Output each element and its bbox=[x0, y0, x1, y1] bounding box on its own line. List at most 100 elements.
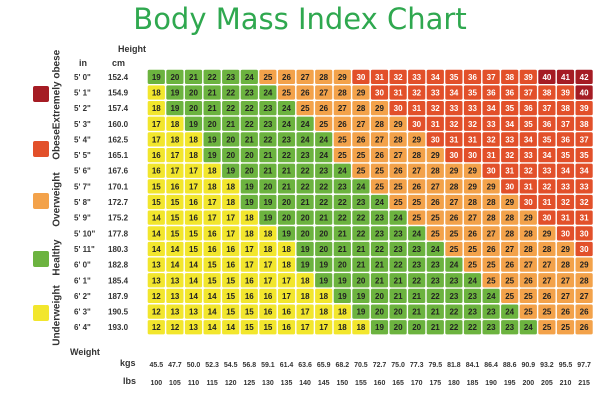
bmi-cell bbox=[519, 304, 537, 319]
bmi-cell bbox=[575, 147, 593, 163]
bmi-value-label: 16 bbox=[152, 167, 161, 176]
bmi-value-label: 15 bbox=[152, 198, 161, 207]
bmi-cell bbox=[184, 257, 203, 272]
legend-swatch bbox=[33, 305, 49, 321]
bmi-cell bbox=[482, 226, 500, 241]
weight-lb-tick: 150 bbox=[336, 380, 348, 387]
bmi-cell bbox=[352, 288, 370, 304]
height-cm-tick: 160.0 bbox=[108, 120, 129, 129]
bmi-cell bbox=[501, 163, 519, 178]
bmi-value-label: 29 bbox=[412, 135, 421, 144]
bmi-cell bbox=[222, 147, 240, 163]
bmi-cell bbox=[370, 288, 389, 304]
bmi-value-label: 18 bbox=[301, 276, 310, 285]
bmi-value-label: 27 bbox=[431, 182, 440, 191]
bmi-cell bbox=[333, 288, 351, 304]
bmi-cell bbox=[222, 69, 240, 84]
bmi-cell bbox=[315, 273, 333, 288]
bmi-value-label: 23 bbox=[394, 245, 403, 254]
height-cm-tick: 167.6 bbox=[108, 167, 129, 176]
bmi-cell bbox=[482, 320, 500, 335]
bmi-value-label: 20 bbox=[375, 292, 384, 301]
bmi-cell bbox=[519, 320, 537, 335]
bmi-cell bbox=[166, 163, 184, 178]
bmi-cell bbox=[184, 210, 203, 225]
bmi-cell bbox=[426, 226, 444, 241]
bmi-cell bbox=[259, 101, 277, 116]
bmi-value-label: 33 bbox=[505, 135, 514, 144]
bmi-value-label: 20 bbox=[394, 323, 403, 332]
bmi-cell bbox=[463, 257, 482, 272]
bmi-value-label: 27 bbox=[338, 104, 347, 113]
bmi-value-label: 31 bbox=[412, 104, 421, 113]
bmi-cell bbox=[575, 194, 593, 210]
bmi-value-label: 31 bbox=[580, 214, 589, 223]
bmi-cell bbox=[575, 179, 593, 194]
bmi-cell bbox=[463, 304, 482, 319]
bmi-value-label: 32 bbox=[412, 88, 421, 97]
bmi-cell bbox=[240, 69, 258, 84]
bmi-cell bbox=[147, 116, 165, 131]
bmi-cell bbox=[575, 85, 593, 100]
bmi-cell bbox=[463, 116, 482, 131]
bmi-value-label: 19 bbox=[245, 198, 254, 207]
bmi-value-label: 28 bbox=[394, 135, 403, 144]
bmi-value-label: 31 bbox=[524, 182, 533, 191]
bmi-cell bbox=[296, 257, 314, 272]
bmi-value-label: 13 bbox=[170, 292, 179, 301]
bmi-value-label: 20 bbox=[301, 214, 310, 223]
height-axis-label: Height bbox=[118, 44, 146, 54]
bmi-value-label: 25 bbox=[356, 167, 365, 176]
bmi-cell bbox=[259, 116, 277, 131]
bmi-cell bbox=[445, 179, 463, 194]
bmi-value-label: 16 bbox=[170, 182, 179, 191]
bmi-cell bbox=[482, 241, 500, 257]
bmi-cell bbox=[203, 273, 221, 288]
bmi-cell bbox=[184, 116, 203, 131]
bmi-cell bbox=[556, 273, 575, 288]
bmi-cell bbox=[370, 132, 389, 147]
bmi-cell bbox=[222, 132, 240, 147]
bmi-cell bbox=[166, 210, 184, 225]
bmi-value-label: 24 bbox=[301, 120, 310, 129]
height-cm-tick: 182.8 bbox=[108, 261, 129, 270]
bmi-cell bbox=[147, 241, 165, 257]
bmi-value-label: 27 bbox=[561, 292, 570, 301]
weight-unit-lb-label: lbs bbox=[123, 376, 137, 386]
bmi-cell bbox=[463, 147, 482, 163]
bmi-cell bbox=[445, 226, 463, 241]
bmi-value-label: 42 bbox=[580, 73, 589, 82]
bmi-cell bbox=[463, 163, 482, 178]
bmi-value-label: 33 bbox=[468, 104, 477, 113]
bmi-value-label: 33 bbox=[412, 73, 421, 82]
bmi-cell bbox=[538, 210, 556, 225]
bmi-cell bbox=[445, 101, 463, 116]
bmi-cell bbox=[333, 241, 351, 257]
weight-lb-tick: 170 bbox=[411, 380, 423, 387]
bmi-cell bbox=[370, 241, 389, 257]
bmi-cell bbox=[575, 163, 593, 178]
bmi-value-label: 25 bbox=[338, 151, 347, 160]
bmi-value-label: 31 bbox=[449, 135, 458, 144]
bmi-cell bbox=[352, 69, 370, 84]
bmi-value-label: 20 bbox=[245, 151, 254, 160]
bmi-cell bbox=[240, 288, 258, 304]
bmi-value-label: 30 bbox=[412, 120, 421, 129]
bmi-value-label: 32 bbox=[561, 198, 570, 207]
bmi-cell bbox=[482, 210, 500, 225]
bmi-value-label: 21 bbox=[394, 292, 403, 301]
bmi-cell bbox=[556, 304, 575, 319]
bmi-value-label: 41 bbox=[561, 73, 570, 82]
weight-kg-tick: 97.7 bbox=[577, 362, 591, 369]
bmi-value-label: 17 bbox=[152, 120, 161, 129]
weight-lb-tick: 130 bbox=[262, 380, 274, 387]
bmi-cell bbox=[426, 194, 444, 210]
weight-lb-tick: 205 bbox=[541, 380, 553, 387]
bmi-cell bbox=[296, 116, 314, 131]
bmi-cell bbox=[575, 273, 593, 288]
bmi-value-label: 26 bbox=[431, 198, 440, 207]
bmi-cell bbox=[240, 226, 258, 241]
weight-kg-tick: 68.2 bbox=[335, 362, 349, 369]
bmi-value-label: 22 bbox=[394, 261, 403, 270]
bmi-cell bbox=[519, 132, 537, 147]
